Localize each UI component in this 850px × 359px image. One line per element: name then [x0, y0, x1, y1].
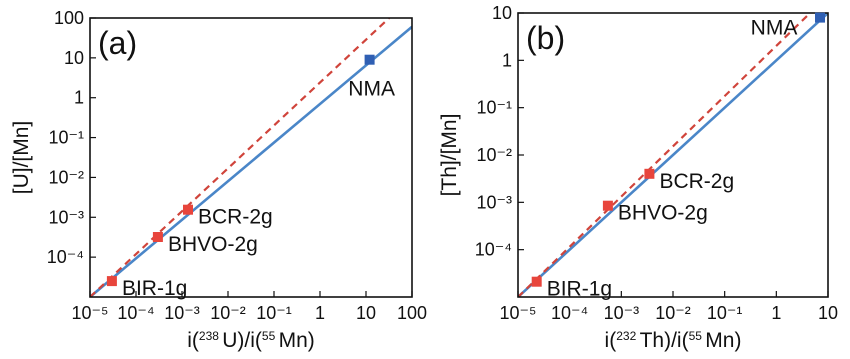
panel-a-y-tick-label: 10⁻¹: [48, 128, 84, 148]
panel-b-x-axis-label: i(232 Th)/i(55 Mn): [605, 329, 742, 352]
panel-a-label: (a): [98, 25, 137, 61]
point-label-bcr-2g: BCR-2g: [198, 206, 273, 229]
panel-b-y-tick-label: 10⁻⁴: [475, 240, 512, 260]
panel-b-x-tick-label: 10⁻²: [655, 303, 691, 323]
panel-b-y-tick-label: 1: [502, 50, 512, 70]
panel-b-x-tick-label: 10⁻⁵: [500, 303, 537, 323]
data-point-bhvo-2g: [602, 200, 613, 211]
data-point-bir-1g: [531, 276, 542, 287]
panel-b-x-tick-label: 10⁻¹: [707, 303, 743, 323]
panel-b-label: (b): [526, 20, 565, 56]
panel-b-x-tick-label: 1: [771, 303, 781, 323]
point-label-bir-1g: BIR-1g: [547, 278, 612, 301]
data-point-bhvo-2g: [152, 232, 163, 242]
panel-a-y-tick-label: 10⁻³: [48, 207, 84, 227]
panel-b-y-tick-label: 10⁻³: [476, 192, 512, 212]
data-point-bcr-2g: [644, 168, 655, 179]
data-point-nma: [364, 54, 375, 65]
panel-b: 10⁻⁵ 10⁻⁴ 10⁻³ 10⁻² 10⁻¹ 1 10 10⁻⁴ 10⁻³ 10⁻² 10⁻¹ 1…: [438, 3, 838, 352]
panel-a-x-tick-label: 10⁻⁵: [72, 303, 109, 323]
panel-a-y-axis-label: [U]/[Mn]: [10, 121, 33, 195]
point-label-bir-1g: BIR-1g: [122, 277, 187, 300]
panel-a-x-tick-label: 1: [315, 303, 325, 323]
point-label-nma: NMA: [348, 78, 395, 101]
data-point-bir-1g: [106, 276, 117, 287]
point-label-bhvo-2g: BHVO-2g: [618, 202, 708, 225]
panel-b-y-tick-label: 10: [492, 3, 512, 23]
panel-b-y-tick-label: 10⁻¹: [476, 98, 512, 118]
panel-a-y-tick-label: 100: [54, 8, 84, 28]
panel-a-x-tick-label: 10: [356, 303, 376, 323]
panel-a-x-tick-label: 100: [397, 303, 427, 323]
panel-a-x-axis-label: i(238 U)/i(55 Mn): [187, 329, 315, 352]
panel-a-y-tick-label: 10⁻²: [48, 167, 84, 187]
panel-a-solid-line: [90, 25, 412, 297]
point-label-nma: NMA: [751, 17, 798, 40]
panel-b-x-tick-label: 10⁻⁴: [551, 303, 588, 323]
panel-a-x-tick-label: 10⁻³: [164, 303, 200, 323]
data-point-bcr-2g: [183, 204, 193, 215]
point-label-bcr-2g: BCR-2g: [659, 170, 734, 193]
panel-b-solid-line: [518, 13, 828, 297]
panel-b-y-tick-label: 10⁻²: [476, 145, 512, 165]
panel-b-dashed-line: [518, 13, 811, 297]
panel-a-y-tick-label: 10⁻⁴: [47, 247, 84, 267]
panel-a-y-tick-label: 10: [64, 48, 84, 68]
panel-a-x-tick-label: 10⁻⁴: [117, 303, 154, 323]
panel-a-x-tick-label: 10⁻¹: [256, 303, 292, 323]
panel-b-x-tick-label: 10⁻³: [604, 303, 640, 323]
panel-a: 10⁻⁵ 10⁻⁴ 10⁻³ 10⁻² 10⁻¹ 1 10 100 10⁻⁴ 10⁻³ 10⁻² 10…: [10, 8, 427, 352]
panel-a-x-tick-label: 10⁻²: [210, 303, 246, 323]
panel-b-x-tick-label: 10: [818, 303, 838, 323]
panel-a-dashed-line: [90, 18, 390, 297]
point-label-bhvo-2g: BHVO-2g: [168, 233, 258, 256]
panel-a-y-tick-label: 1: [74, 88, 84, 108]
panel-b-y-axis-label: [Th]/[Mn]: [438, 114, 461, 197]
data-point-nma: [815, 12, 825, 23]
panel-a-frame: [89, 17, 413, 298]
